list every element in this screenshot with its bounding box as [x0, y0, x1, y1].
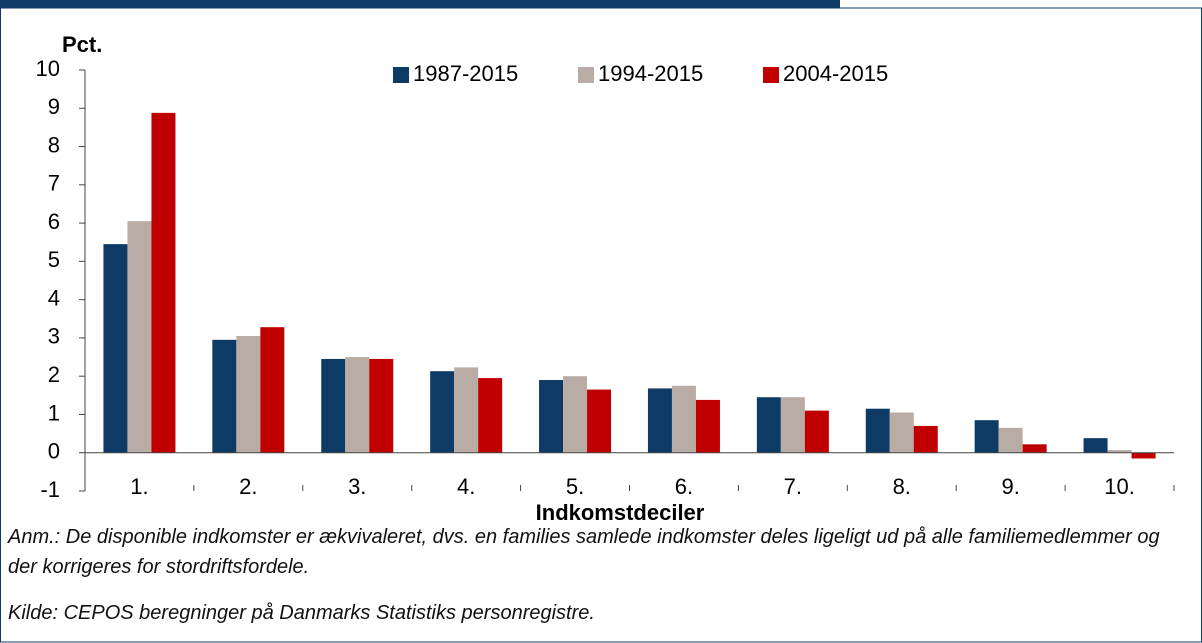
- source: Kilde: CEPOS beregninger på Danmarks Sta…: [8, 602, 595, 624]
- legend-swatch: [578, 67, 594, 83]
- bar: [974, 420, 999, 453]
- y-tick-label: 9: [48, 94, 60, 119]
- x-tick-label: 9.: [1001, 474, 1019, 499]
- y-axis-label: Pct.: [62, 32, 102, 57]
- bar: [103, 244, 128, 453]
- y-tick-label: 3: [48, 324, 60, 349]
- bar: [478, 378, 503, 453]
- y-tick-label: 5: [48, 247, 60, 272]
- bar: [671, 385, 696, 453]
- bar: [454, 367, 479, 453]
- bar: [151, 112, 176, 453]
- note: Anm.: De disponible indkomster er ækviva…: [8, 526, 1160, 578]
- x-tick-label: 5.: [566, 474, 584, 499]
- bar: [647, 388, 672, 453]
- bar: [260, 327, 285, 453]
- x-axis-label: Indkomstdeciler: [536, 500, 705, 525]
- y-tick-label: 0: [48, 439, 60, 464]
- bar: [563, 376, 588, 453]
- legend-label: 2004-2015: [783, 61, 888, 86]
- bar: [539, 380, 564, 453]
- x-tick-label: 6.: [675, 474, 693, 499]
- y-tick-label: 2: [48, 362, 60, 387]
- y-tick-label: 6: [48, 209, 60, 234]
- bar: [212, 339, 237, 453]
- x-tick-label: 2.: [239, 474, 257, 499]
- bar: [1131, 452, 1156, 459]
- y-tick-label: 4: [48, 285, 60, 310]
- y-tick-label: 1: [48, 400, 60, 425]
- bar: [756, 397, 781, 453]
- x-tick-label: 3.: [348, 474, 366, 499]
- y-tick-label: 8: [48, 132, 60, 157]
- bar: [998, 427, 1023, 453]
- legend-swatch: [763, 67, 779, 83]
- bar: [1107, 450, 1132, 453]
- x-tick-label: 10.: [1104, 474, 1135, 499]
- bar: [369, 358, 394, 453]
- bar: [865, 408, 890, 453]
- bar: [1022, 444, 1047, 453]
- bar: [695, 399, 720, 453]
- bar: [1083, 438, 1108, 453]
- x-tick-label: 4.: [457, 474, 475, 499]
- legend-label: 1987-2015: [413, 61, 518, 86]
- y-tick-label: 7: [48, 171, 60, 196]
- legend-label: 1994-2015: [598, 61, 703, 86]
- legend-swatch: [393, 67, 409, 83]
- header-band: [0, 0, 840, 8]
- bar: [321, 358, 346, 453]
- bar: [804, 410, 829, 453]
- bar: [587, 389, 612, 453]
- x-tick-label: 1.: [130, 474, 148, 499]
- y-tick-label: 10: [36, 56, 60, 81]
- bar: [345, 357, 370, 453]
- bar: [236, 335, 261, 453]
- y-tick-label: -1: [40, 477, 60, 502]
- bar: [430, 371, 455, 453]
- x-tick-label: 8.: [893, 474, 911, 499]
- bar: [913, 425, 938, 453]
- x-tick-label: 7.: [784, 474, 802, 499]
- bar: [127, 221, 152, 453]
- bar: [889, 412, 914, 453]
- bar: [780, 397, 805, 453]
